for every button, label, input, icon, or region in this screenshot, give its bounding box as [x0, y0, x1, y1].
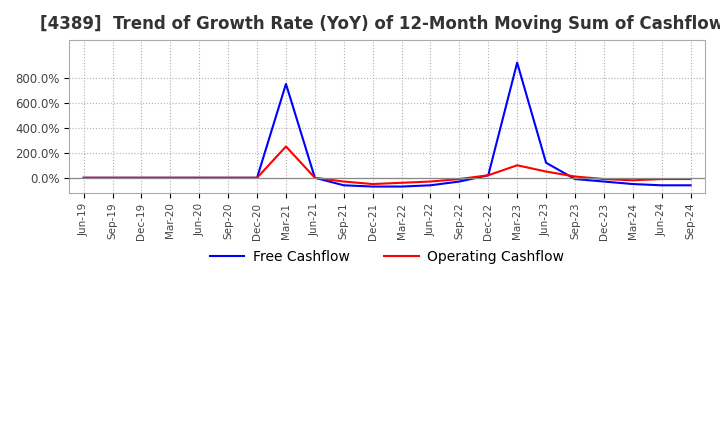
Operating Cashflow — [282, 144, 290, 149]
Operating Cashflow — [513, 163, 521, 168]
Free Cashflow — [513, 60, 521, 65]
Operating Cashflow — [629, 178, 637, 183]
Free Cashflow — [108, 175, 117, 180]
Operating Cashflow — [369, 181, 377, 187]
Operating Cashflow — [195, 175, 204, 180]
Legend: Free Cashflow, Operating Cashflow: Free Cashflow, Operating Cashflow — [204, 245, 570, 270]
Operating Cashflow — [137, 175, 145, 180]
Operating Cashflow — [600, 176, 608, 182]
Free Cashflow — [657, 183, 666, 188]
Free Cashflow — [571, 176, 580, 182]
Free Cashflow — [282, 81, 290, 87]
Operating Cashflow — [339, 179, 348, 184]
Operating Cashflow — [310, 175, 319, 180]
Operating Cashflow — [484, 172, 492, 178]
Free Cashflow — [224, 175, 233, 180]
Free Cashflow — [600, 179, 608, 184]
Line: Free Cashflow: Free Cashflow — [84, 62, 690, 187]
Free Cashflow — [166, 175, 175, 180]
Free Cashflow — [369, 184, 377, 189]
Free Cashflow — [397, 184, 406, 189]
Line: Operating Cashflow: Operating Cashflow — [84, 147, 690, 184]
Operating Cashflow — [571, 174, 580, 179]
Operating Cashflow — [79, 175, 88, 180]
Operating Cashflow — [397, 180, 406, 185]
Operating Cashflow — [108, 175, 117, 180]
Free Cashflow — [310, 175, 319, 180]
Operating Cashflow — [686, 176, 695, 182]
Free Cashflow — [339, 183, 348, 188]
Free Cashflow — [426, 183, 435, 188]
Free Cashflow — [79, 175, 88, 180]
Operating Cashflow — [455, 176, 464, 182]
Operating Cashflow — [166, 175, 175, 180]
Operating Cashflow — [426, 179, 435, 184]
Free Cashflow — [484, 172, 492, 178]
Free Cashflow — [686, 183, 695, 188]
Free Cashflow — [541, 160, 550, 165]
Operating Cashflow — [224, 175, 233, 180]
Free Cashflow — [629, 181, 637, 187]
Free Cashflow — [195, 175, 204, 180]
Operating Cashflow — [253, 175, 261, 180]
Operating Cashflow — [657, 176, 666, 182]
Free Cashflow — [253, 175, 261, 180]
Free Cashflow — [455, 179, 464, 184]
Operating Cashflow — [541, 169, 550, 174]
Free Cashflow — [137, 175, 145, 180]
Title: [4389]  Trend of Growth Rate (YoY) of 12-Month Moving Sum of Cashflows: [4389] Trend of Growth Rate (YoY) of 12-… — [40, 15, 720, 33]
